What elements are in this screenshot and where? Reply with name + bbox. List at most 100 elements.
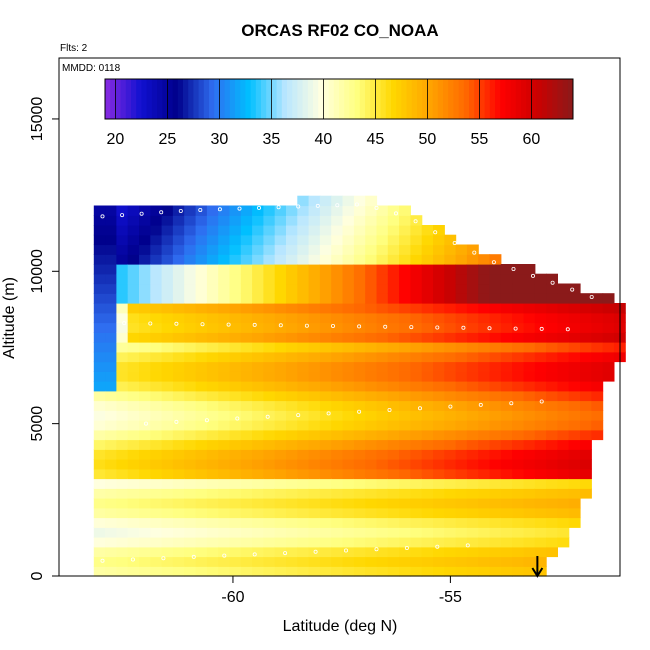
heatmap-cell [433, 303, 445, 314]
heatmap-cell [252, 332, 264, 343]
heatmap-cell [353, 195, 366, 207]
heatmap-cell [410, 556, 423, 567]
heatmap-cell [489, 283, 502, 294]
heatmap-cell [433, 488, 445, 499]
heatmap-cell [195, 527, 208, 538]
colorbar-cell [141, 79, 148, 119]
heatmap-cell [139, 449, 151, 460]
heatmap-cell [444, 527, 457, 538]
heatmap-cell [229, 312, 242, 324]
heatmap-cell [353, 488, 366, 499]
heatmap-cell [319, 566, 332, 577]
heatmap-cell [353, 225, 366, 236]
heatmap-cell [546, 488, 558, 499]
heatmap-cell [602, 322, 615, 333]
heatmap-cell [421, 556, 434, 567]
heatmap-cell [365, 498, 378, 509]
colorbar-cell [131, 79, 137, 119]
heatmap-cell [263, 283, 276, 294]
heatmap-cell [523, 420, 536, 431]
heatmap-cell [127, 400, 140, 411]
sample-dot [252, 322, 257, 327]
heatmap-cell [218, 381, 231, 392]
heatmap-cell [105, 225, 117, 236]
colorbar-cell [385, 79, 392, 119]
heatmap-cell [421, 273, 434, 285]
heatmap-cell [240, 498, 253, 509]
colorbar-cell [255, 79, 262, 119]
heatmap-cell [139, 332, 151, 343]
heatmap-cell [263, 342, 276, 353]
heatmap-cell [353, 449, 366, 460]
heatmap-cell [500, 351, 513, 363]
heatmap-cell [206, 254, 219, 265]
heatmap-cell [523, 517, 536, 528]
colorbar-cell [401, 79, 408, 119]
heatmap-cell [365, 449, 378, 460]
heatmap-cell [534, 410, 547, 421]
heatmap-cell [161, 264, 174, 275]
sample-dot [539, 399, 544, 404]
heatmap-cell [240, 390, 253, 402]
heatmap-cell [376, 322, 389, 333]
heatmap-cell [591, 303, 604, 314]
heatmap-cell [523, 537, 536, 548]
heatmap-cell [387, 459, 400, 470]
heatmap-cell [433, 410, 445, 421]
heatmap-cell [546, 381, 558, 392]
heatmap-cell [218, 517, 231, 528]
heatmap-cell [489, 410, 502, 421]
heatmap-cell [184, 537, 197, 548]
heatmap-cell [139, 488, 151, 499]
colorbar-cell [432, 79, 439, 119]
heatmap-cell [546, 303, 558, 314]
sample-dot [148, 321, 153, 326]
heatmap-cell [410, 537, 423, 548]
heatmap-cell [331, 303, 344, 314]
heatmap-cell [195, 478, 208, 489]
heatmap-cell [500, 498, 513, 509]
heatmap-cell [127, 205, 140, 216]
heatmap-cell [240, 361, 253, 372]
heatmap-cell [478, 410, 491, 421]
heatmap-cell [455, 273, 468, 285]
heatmap-cell [580, 390, 592, 402]
sample-dot [531, 273, 536, 278]
colorbar-cell [209, 79, 215, 119]
heatmap-cell [557, 527, 570, 538]
heatmap-cell [116, 498, 129, 509]
sample-dot [409, 325, 414, 330]
heatmap-cell [206, 342, 219, 353]
heatmap-cell [172, 459, 185, 470]
heatmap-cell [387, 264, 400, 275]
colorbar-cell [297, 79, 304, 119]
heatmap-cell [161, 351, 174, 363]
heatmap-cell [331, 254, 344, 265]
heatmap-cell [602, 303, 615, 314]
heatmap-cell [240, 371, 253, 382]
heatmap-cell [331, 244, 344, 255]
sample-dot [100, 558, 105, 563]
heatmap-cell [421, 381, 434, 392]
heatmap-cell [546, 449, 558, 460]
heatmap-cell [433, 439, 445, 450]
heatmap-cell [240, 322, 253, 333]
heatmap-cell [150, 439, 163, 450]
heatmap-cell [387, 332, 400, 343]
heatmap-cell [523, 361, 536, 372]
heatmap-cell [139, 371, 151, 382]
heatmap-cell [172, 312, 185, 324]
heatmap-cell [455, 459, 468, 470]
heatmap-cell [444, 459, 457, 470]
heatmap-cell [172, 498, 185, 509]
colorbar-cell [266, 79, 272, 119]
colorbar-cell [224, 79, 231, 119]
colorbar-cell [489, 79, 496, 119]
heatmap-cell [161, 371, 174, 382]
heatmap-cell [410, 361, 423, 372]
heatmap-cell [274, 273, 287, 285]
heatmap-cell [489, 527, 502, 538]
heatmap-cell [342, 332, 355, 343]
heatmap-cell [274, 215, 287, 226]
sample-dot [404, 546, 409, 551]
